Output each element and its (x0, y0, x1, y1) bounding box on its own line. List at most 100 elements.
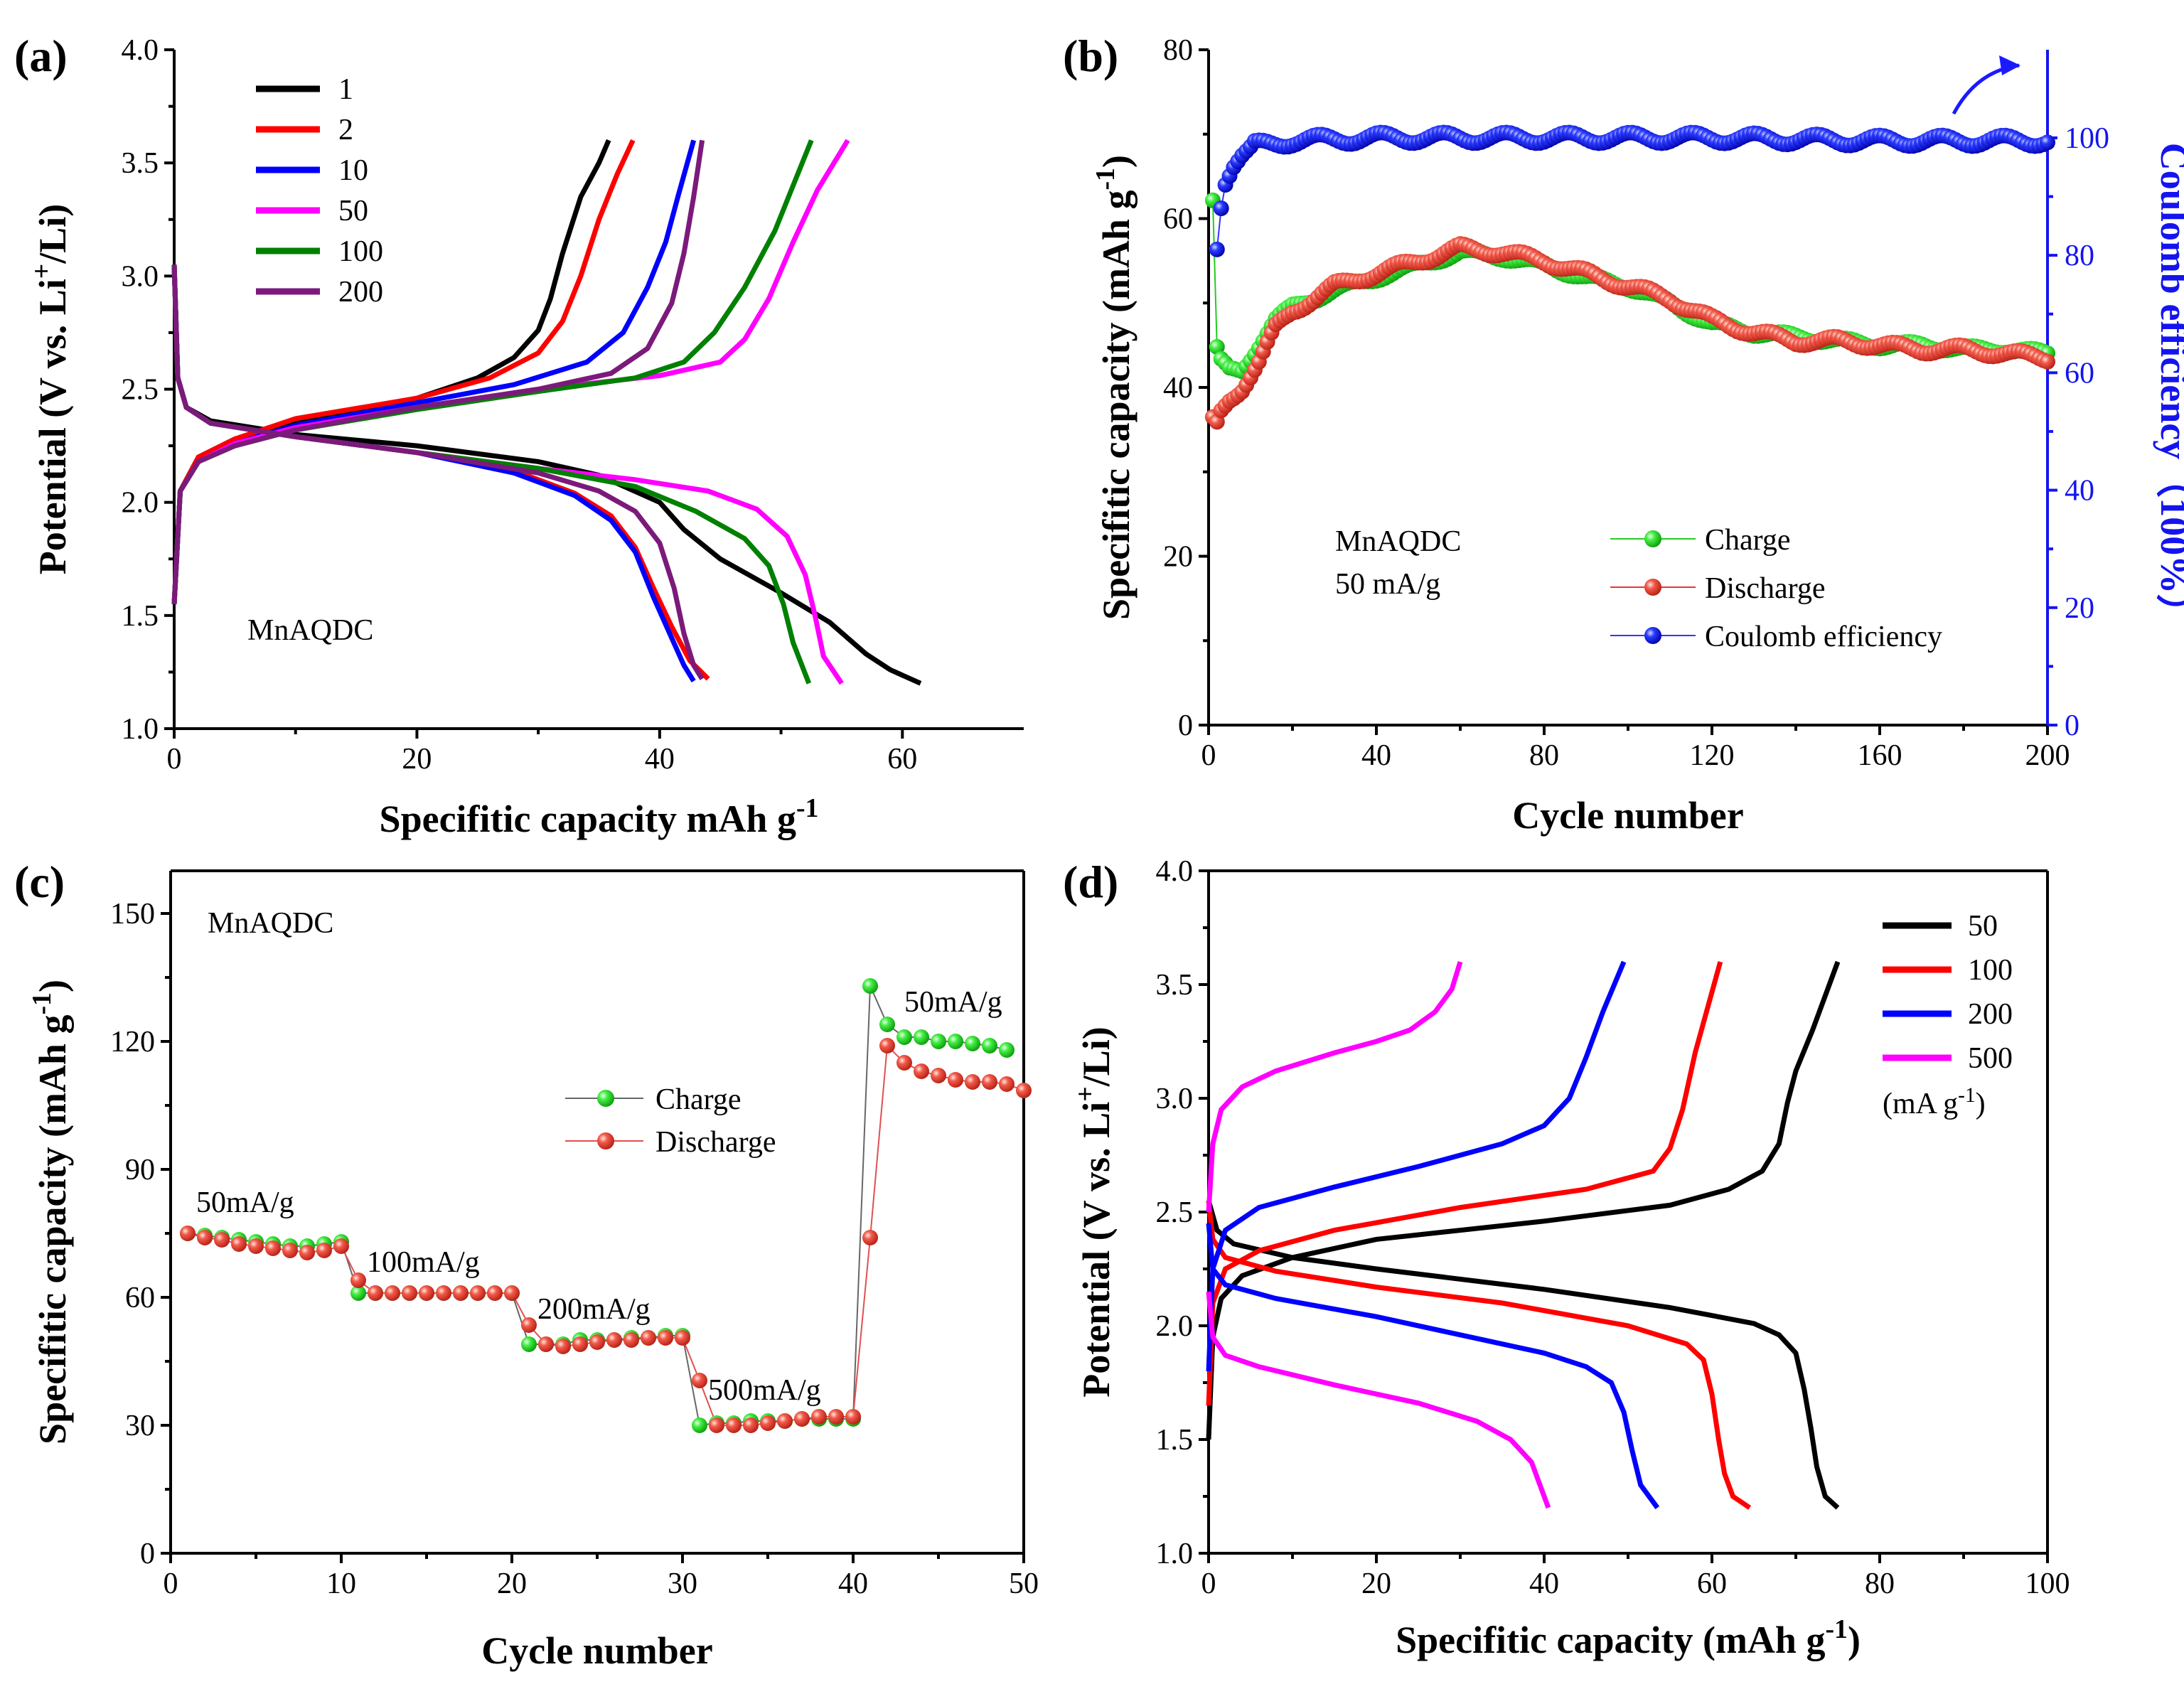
chart-panel-d: 0 20 40 60 80 100 1.0 1.5 2.0 2.5 3.0 3.5 4.0 (d) Spec… (1063, 855, 2070, 1661)
x-tick-label: 40 (1361, 739, 1391, 772)
discharge-point (1016, 1083, 1032, 1098)
y-tick-label: 60 (125, 1282, 155, 1314)
discharge-point (487, 1285, 503, 1301)
rate-label: 50mA/g (904, 986, 1002, 1019)
charge-point (999, 1042, 1015, 1058)
y2-tick-label: 40 (2065, 475, 2094, 508)
discharge-point (521, 1317, 537, 1333)
discharge-point (914, 1063, 929, 1079)
charge-curve-100 (1206, 961, 1723, 1406)
y-tick-label: 150 (110, 898, 155, 931)
charge-curve-500 (1206, 960, 1463, 1213)
charge-point (965, 1036, 980, 1051)
discharge-point (828, 1409, 844, 1425)
legend-label: 2 (338, 114, 353, 146)
legend-label: Charge (1705, 524, 1791, 557)
charge-point (914, 1029, 929, 1045)
y-tick-label: 2.0 (122, 487, 159, 520)
x-tick-label: 0 (164, 1567, 178, 1600)
discharge-point (350, 1272, 366, 1288)
discharge-point (999, 1076, 1015, 1092)
y-tick-label: 1.5 (122, 600, 159, 633)
y-tick-label: 0 (1178, 709, 1193, 742)
y-tick-label: 3.5 (1156, 969, 1194, 1002)
legend-label: 500 (1968, 1042, 2013, 1075)
charge-point (521, 1336, 537, 1352)
discharge-point (572, 1336, 588, 1352)
chart-panel-a: 0 20 40 60 1.0 1.5 2.0 2.5 3.0 3.5 4.0 (a) Specifiti… (14, 31, 1024, 840)
y-tick-label: 4.0 (122, 34, 159, 67)
discharge-point (385, 1285, 400, 1301)
y-tick-label: 3.0 (1156, 1083, 1194, 1115)
charge-point (931, 1034, 946, 1049)
discharge-curve-200 (171, 264, 705, 680)
legend-label: 100 (1968, 954, 2013, 987)
y2-tick-label: 100 (2065, 122, 2109, 155)
legend-label: 200 (338, 276, 383, 309)
legend-swatch-marker (1644, 579, 1661, 596)
x-tick-label: 0 (1201, 739, 1216, 772)
discharge-point (879, 1038, 895, 1054)
x-tick-label: 80 (1529, 739, 1559, 772)
y-axis-title: Potential (V vs. Li+/Li) (27, 204, 74, 575)
x-tick-label: 40 (645, 743, 675, 776)
y-tick-label: 1.0 (122, 713, 159, 746)
y2-axis-title: Coulomb efficiency（100%） (2153, 143, 2184, 632)
x-tick-label: 50 (1009, 1567, 1039, 1600)
discharge-point (965, 1074, 980, 1090)
discharge-point (453, 1285, 469, 1301)
discharge-point (248, 1238, 264, 1254)
x-axis-title: Specifitic capacity (mAh g-1) (1396, 1614, 1861, 1661)
legend-swatch-marker (1644, 530, 1661, 547)
charge-point (692, 1417, 707, 1433)
x-tick-label: 40 (838, 1567, 868, 1600)
y-axis-title: Specifitic capacity (mAh g-1) (27, 980, 74, 1444)
y-tick-label: 40 (1163, 372, 1193, 404)
discharge-point (709, 1417, 724, 1433)
charge-point (879, 1017, 895, 1032)
ce-point (1213, 200, 1229, 217)
x-tick-label: 40 (1529, 1567, 1559, 1600)
discharge-point (299, 1245, 315, 1260)
legend-label: Coulomb efficiency (1705, 621, 1942, 653)
legend-swatch-marker (597, 1090, 614, 1107)
y-tick-label: 3.0 (122, 260, 159, 293)
y2-tick-label: 80 (2065, 240, 2094, 272)
y-tick-label: 60 (1163, 203, 1193, 236)
annotation-mnaqdc: MnAQDC (247, 614, 373, 647)
discharge-curve-500 (1206, 1291, 1551, 1509)
x-tick-label: 0 (167, 743, 182, 776)
discharge-point (896, 1055, 912, 1071)
x-tick-label: 20 (497, 1567, 527, 1600)
discharge-point (948, 1072, 963, 1088)
y-tick-label: 3.5 (122, 147, 159, 180)
y-tick-label: 20 (1163, 541, 1193, 574)
discharge-point (555, 1339, 571, 1354)
discharge-point (368, 1285, 383, 1301)
charge-point (862, 978, 878, 994)
legend-label: Charge (655, 1083, 742, 1116)
legend-label: 200 (1968, 998, 2013, 1031)
legend-label: 50 (338, 195, 368, 227)
legend-swatch-marker (1644, 627, 1661, 644)
chart-panel-b: 0 40 80 120 160 200020406080020406080100(b)Cy… (1063, 31, 2184, 837)
charge-point (948, 1034, 963, 1049)
y-axis-title: Potential (V vs. Li+/Li) (1071, 1026, 1118, 1398)
y-tick-label: 1.5 (1156, 1424, 1194, 1457)
discharge-point (333, 1238, 349, 1254)
discharge-point (402, 1285, 417, 1301)
discharge-point (641, 1330, 656, 1346)
ce-axis-arrow-head (1999, 55, 2020, 75)
x-axis-title: Specifitic capacity mAh g-1 (380, 793, 819, 840)
chart-panel-c: 0 10 20 30 40 50 0 30 60 90 120 150 (c) Cycle number S… (14, 857, 1039, 1672)
charge-curve-1 (171, 139, 611, 605)
rate-label: 200mA/g (537, 1293, 651, 1326)
x-tick-label: 20 (1361, 1567, 1391, 1600)
discharge-point (845, 1409, 861, 1425)
discharge-point (436, 1285, 451, 1301)
discharge-line (1212, 243, 2048, 424)
y2-tick-label: 60 (2065, 357, 2094, 390)
discharge-point (862, 1230, 878, 1245)
discharge-point (726, 1417, 742, 1433)
